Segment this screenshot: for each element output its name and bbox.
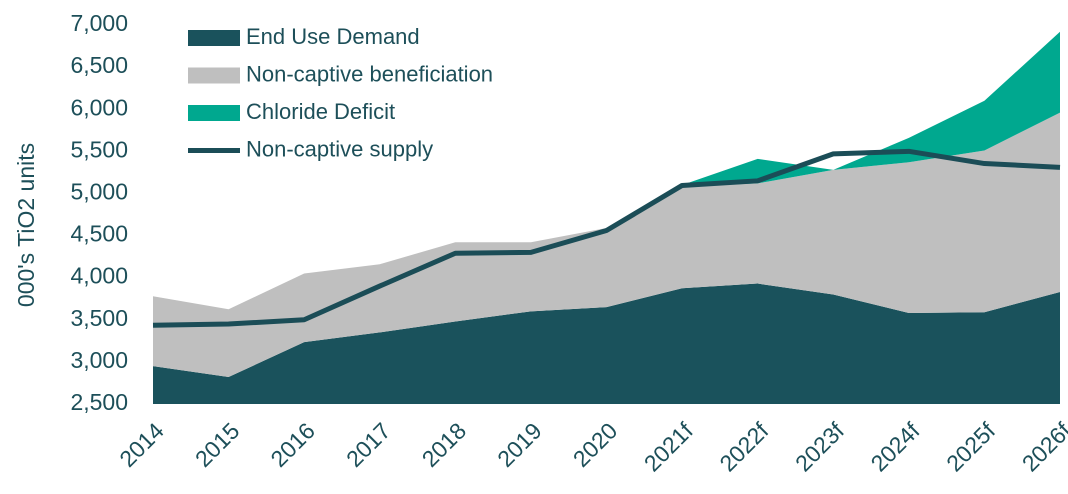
x-tick-label: 2016: [265, 417, 320, 472]
x-tick-label: 2018: [417, 417, 472, 472]
x-tick-label: 2019: [492, 417, 547, 472]
y-tick-label: 4,500: [70, 221, 128, 247]
area: [153, 283, 1060, 404]
legend-swatch: [188, 67, 240, 84]
y-tick-label: 3,500: [70, 305, 128, 331]
x-tick-label: 2025f: [941, 417, 1001, 477]
x-tick-label: 2020: [568, 417, 623, 472]
x-tick-label: 2026f: [1017, 417, 1068, 477]
legend-swatch: [188, 30, 240, 46]
y-axis-label: 000's TiO2 units: [13, 143, 39, 307]
x-tick-label: 2015: [190, 417, 245, 472]
x-tick-label: 2024f: [866, 417, 926, 477]
line: [152, 148, 1061, 328]
legend-label: Non-captive supply: [246, 136, 433, 161]
y-tick-label: 3,000: [70, 347, 128, 373]
y-tick-label: 5,500: [70, 136, 128, 162]
x-tick-label: 2021f: [639, 417, 699, 477]
x-tick-label: 2014: [114, 417, 169, 472]
y-tick-label: 6,000: [70, 94, 128, 120]
y-tick-label: 7,000: [70, 10, 128, 36]
y-tick-label: 4,000: [70, 263, 128, 289]
plot-area: [153, 31, 1060, 404]
y-tick-label: 2,500: [70, 389, 128, 415]
x-tick-label: 2023f: [790, 417, 850, 477]
legend-label: Chloride Deficit: [246, 99, 395, 124]
legend-label: End Use Demand: [246, 24, 420, 49]
area: [153, 112, 1060, 378]
legend-swatch: [188, 105, 240, 121]
x-tick-label: 2017: [341, 417, 396, 472]
legend-label: Non-captive beneficiation: [246, 61, 493, 86]
x-tick-label: 2022f: [714, 417, 774, 477]
y-tick-label: 5,000: [70, 179, 128, 205]
y-tick-label: 6,500: [70, 52, 128, 78]
